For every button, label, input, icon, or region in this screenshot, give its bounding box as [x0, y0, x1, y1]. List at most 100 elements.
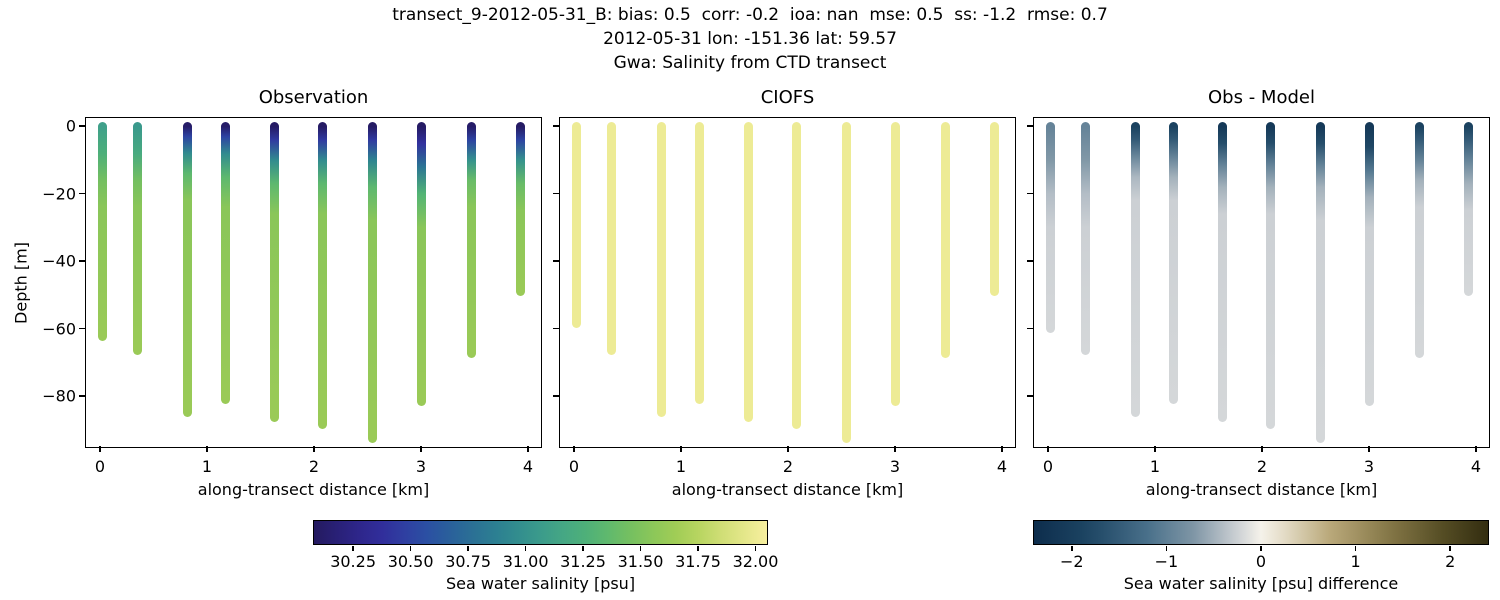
panel-ciofs-title: CIOFS — [760, 87, 815, 108]
x-tick-label: 4 — [522, 457, 534, 476]
panel-ciofs: CIOFS along-transect distance [km] 0 1 2 3 4 — [552, 87, 1016, 499]
x-tick-mark — [894, 446, 896, 452]
x-tick-mark — [420, 446, 422, 452]
x-tick-label: 0 — [94, 457, 106, 476]
profile-column — [1364, 121, 1374, 406]
y-tick-mark — [1026, 395, 1033, 397]
difference-colorbar-label: Sea water salinity [psu] difference — [1123, 574, 1399, 593]
x-tick-label: 3 — [415, 457, 427, 476]
salinity-colorbar: Sea water salinity [psu] 30.25 30.50 30.75… — [313, 520, 778, 593]
profile-column — [133, 121, 142, 355]
x-tick-mark — [680, 446, 682, 452]
colorbar-tick-label: 32.00 — [732, 552, 779, 571]
salinity-colorbar-gradient — [314, 521, 767, 544]
x-tick-mark — [1047, 446, 1049, 452]
figure-title-variable: Gwa: Salinity from CTD transect — [613, 53, 887, 73]
panel-observation: Observation along-transect distance [km]… — [42, 87, 542, 499]
colorbar-tick-mark — [1354, 545, 1357, 551]
x-tick-label: 2 — [1256, 457, 1268, 476]
profile-column — [743, 121, 753, 423]
x-axis-label: along-transect distance [km] — [671, 480, 904, 499]
colorbar-tick-mark — [1165, 545, 1168, 551]
colorbar-tick-label: −1 — [1154, 552, 1179, 571]
x-tick-mark — [206, 446, 208, 452]
x-tick-label: 2 — [782, 457, 794, 476]
profile-column — [416, 121, 426, 406]
panel-observation-title: Observation — [258, 87, 369, 108]
x-tick-mark — [787, 446, 789, 452]
y-tick-label: −80 — [42, 386, 76, 406]
colorbar-tick-mark — [409, 545, 412, 551]
figure-title-date-location: 2012-05-31 lon: -151.36 lat: 59.57 — [603, 29, 897, 49]
colorbar-tick-mark — [639, 545, 642, 551]
colorbar-tick-mark — [524, 545, 527, 551]
profile-column — [792, 121, 802, 430]
profile-column — [842, 121, 852, 443]
colorbar-tick-label: 31.00 — [502, 552, 549, 571]
salinity-colorbar-label: Sea water salinity [psu] — [445, 574, 636, 593]
y-tick-label: −40 — [42, 251, 76, 271]
y-tick-mark — [78, 192, 85, 195]
x-tick-label: 1 — [201, 457, 213, 476]
x-tick-label: 4 — [996, 457, 1008, 476]
profile-column — [1464, 121, 1473, 296]
profile-column — [183, 121, 193, 418]
colorbar-tick-label: 31.50 — [617, 552, 664, 571]
x-tick-mark — [1261, 446, 1263, 452]
profile-column — [940, 121, 950, 359]
x-tick-label: 1 — [675, 457, 687, 476]
y-tick-mark — [552, 260, 559, 262]
difference-colorbar-gradient — [1034, 521, 1488, 544]
x-tick-label: 0 — [568, 457, 580, 476]
x-tick-label: 4 — [1470, 457, 1482, 476]
profile-column — [318, 121, 328, 430]
y-tick-label: −20 — [42, 184, 76, 204]
colorbar-tick-mark — [1260, 545, 1262, 551]
profile-column — [1266, 121, 1276, 430]
profile-column — [97, 121, 107, 342]
x-tick-label: 1 — [1149, 457, 1161, 476]
x-tick-mark — [573, 446, 575, 452]
x-tick-mark — [99, 446, 101, 452]
colorbar-tick-mark — [697, 545, 699, 551]
colorbar-tick-label: 0 — [1255, 552, 1267, 571]
colorbar-tick-mark — [467, 545, 469, 551]
colorbar-tick-mark — [1449, 545, 1451, 551]
y-tick-mark — [78, 125, 85, 127]
colorbar-tick-mark — [754, 545, 757, 551]
y-tick-mark — [552, 125, 559, 127]
colorbar-tick-label: 31.25 — [560, 552, 606, 571]
colorbar-tick-label: 1 — [1350, 552, 1361, 571]
profile-column — [220, 121, 230, 404]
colorbar-tick-label: 30.25 — [330, 552, 376, 571]
x-axis-label: along-transect distance [km] — [197, 480, 430, 499]
y-tick-label: 0 — [65, 116, 76, 136]
colorbar-tick-label: 30.50 — [387, 552, 434, 571]
profile-column — [990, 121, 999, 296]
y-tick-mark — [1026, 125, 1033, 127]
profile-column — [1168, 121, 1178, 404]
obs-minus-model-plot-area — [1034, 118, 1489, 447]
y-axis-label: Depth [m] — [11, 242, 31, 324]
x-tick-mark — [1475, 446, 1477, 452]
profile-column — [1131, 121, 1141, 418]
y-tick-mark — [78, 260, 85, 262]
y-tick-mark — [78, 327, 85, 330]
y-tick-mark — [1026, 327, 1033, 330]
y-tick-mark — [552, 327, 559, 330]
profile-column — [571, 121, 581, 328]
profile-column — [1081, 121, 1090, 355]
x-axis-label: along-transect distance [km] — [1145, 480, 1378, 499]
x-tick-label: 3 — [889, 457, 901, 476]
profile-column — [1045, 121, 1055, 333]
profile-column — [890, 121, 900, 406]
profile-column — [269, 121, 279, 423]
colorbar-tick-mark — [1071, 545, 1073, 551]
x-tick-mark — [527, 446, 529, 452]
y-tick-mark — [1026, 260, 1033, 262]
figure-title-metrics: transect_9-2012-05-31_B: bias: 0.5 corr:… — [392, 5, 1108, 25]
x-tick-mark — [1368, 446, 1370, 452]
colorbar-tick-mark — [352, 545, 354, 551]
x-tick-mark — [1154, 446, 1156, 452]
x-tick-label: 2 — [308, 457, 320, 476]
